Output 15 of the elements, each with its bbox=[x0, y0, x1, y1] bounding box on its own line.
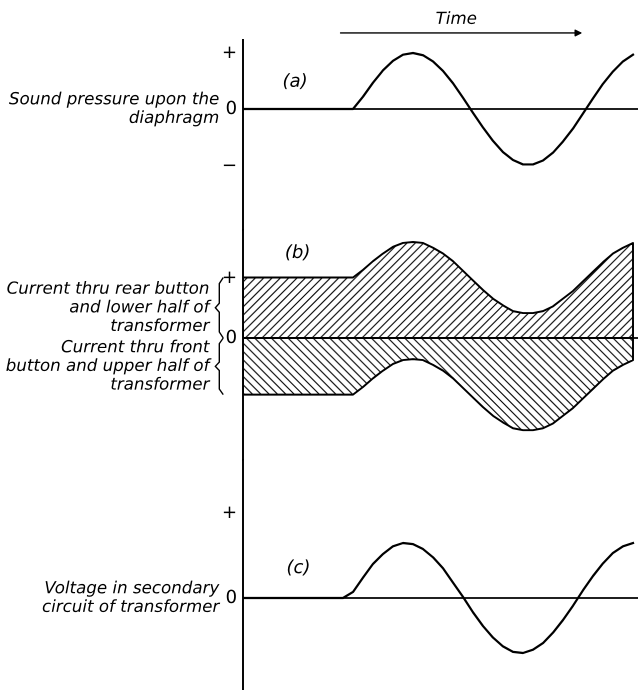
annotation: (b) bbox=[286, 244, 309, 260]
y-axis-title: Sound pressure upon the diaphragm bbox=[9, 92, 219, 126]
series-label: Current thru front button and upper half of transformer bbox=[6, 340, 212, 390]
text: − bbox=[224, 164, 236, 166]
text: 0 bbox=[226, 590, 236, 604]
text: + bbox=[224, 506, 236, 518]
y-axis-title: Voltage in secondary circuit of transformer bbox=[42, 580, 220, 612]
x-axis-title: Time bbox=[436, 11, 476, 24]
text: + bbox=[224, 272, 236, 283]
text: 0 bbox=[226, 100, 236, 114]
text: + bbox=[224, 46, 236, 58]
annotation: (a) bbox=[284, 73, 306, 90]
series-label: Current thru rear button and lower half of transformer bbox=[7, 281, 212, 332]
text: 0 bbox=[226, 330, 236, 344]
annotation: (c) bbox=[288, 559, 309, 576]
